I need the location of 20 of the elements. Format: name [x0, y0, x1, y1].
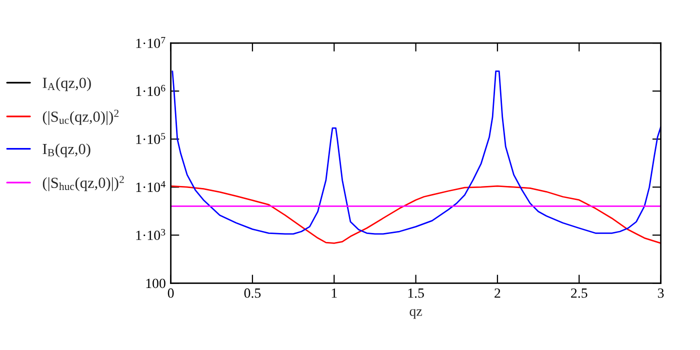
y-tick-label: 1·10$^{5}$: [136, 133, 166, 144]
line-series: [170, 185, 661, 244]
x-tick-label: 1: [332, 288, 337, 298]
legend-label: I$_{B}$(qz,0): [42, 143, 90, 158]
x-tick-label: 1.5: [408, 288, 424, 298]
x-tick-label: 0: [168, 288, 174, 298]
x-tick-label: 2.5: [571, 288, 588, 298]
y-tick-label: 1·10$^{6}$: [136, 84, 166, 96]
x-tick-label: 2: [494, 288, 500, 298]
y-tick-label: 1·10$^{4}$: [136, 180, 166, 192]
legend-label: (|S$_{huc}$(qz,0)|)$^{2}$: [42, 176, 124, 192]
y-tick-label: 100: [146, 278, 166, 288]
x-tick-label: 0.5: [244, 288, 261, 298]
x-axis-title: qz: [410, 309, 422, 319]
line-series: [172, 70, 661, 235]
y-tick-label: 1·10$^{7}$: [136, 37, 166, 48]
legend-label: (|S$_{uc}$(qz,0)|)$^{2}$: [42, 110, 119, 125]
y-tick-label: 1·10$^{3}$: [136, 228, 166, 240]
legend-label: I$_{A}$(qz,0): [42, 77, 91, 92]
x-tick-label: 3: [658, 288, 664, 298]
